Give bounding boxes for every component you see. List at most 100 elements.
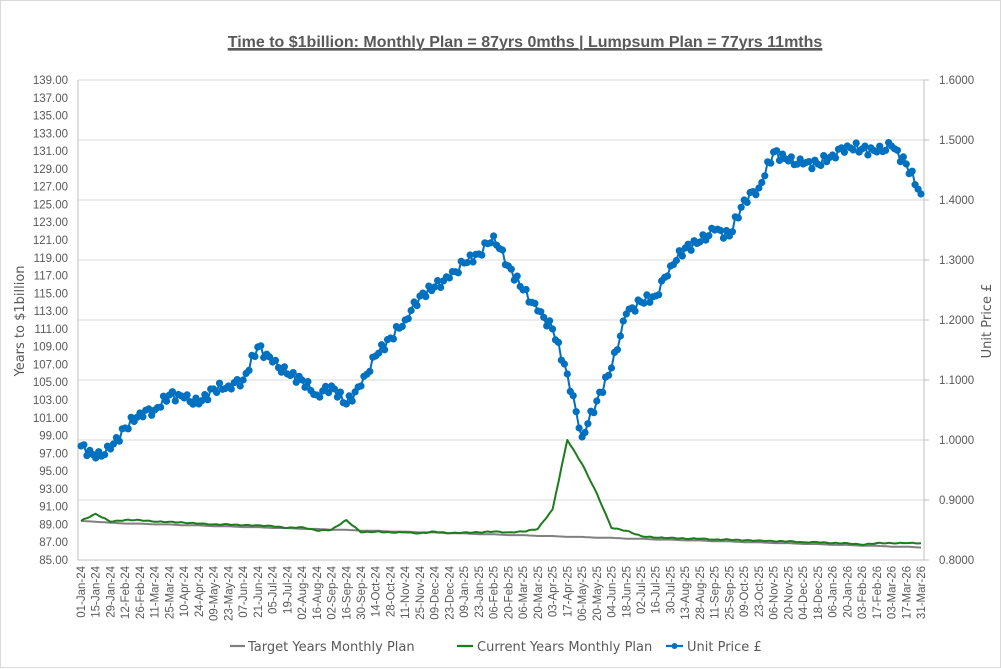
y-tick-label: 107.00 — [33, 359, 68, 371]
x-tick-label: 23-May-24 — [223, 565, 235, 621]
y-tick-label: 101.00 — [33, 413, 68, 425]
data-point — [590, 409, 598, 417]
data-point — [348, 397, 356, 405]
series-line — [80, 439, 922, 546]
y-tick-label: 137.00 — [33, 93, 68, 105]
data-point — [192, 394, 200, 402]
data-point — [572, 408, 580, 416]
data-point — [643, 291, 651, 299]
data-point — [737, 203, 745, 211]
data-point — [584, 420, 592, 428]
data-point — [672, 256, 681, 265]
x-tick-label: 07-Jun-24 — [238, 565, 250, 617]
legend-label-unit-price: Unit Price £ — [687, 640, 762, 655]
data-point — [767, 159, 775, 167]
x-tick-label: 25-Mar-24 — [164, 565, 176, 619]
x-tick-label: 26-Feb-24 — [135, 565, 147, 619]
chart-title: Time to $1billion: Monthly Plan = 87yrs … — [228, 34, 823, 51]
data-point — [304, 378, 312, 386]
data-point — [675, 247, 683, 255]
y-tick-label: 133.00 — [33, 128, 68, 140]
y-tick-label: 109.00 — [33, 342, 68, 354]
data-point — [575, 424, 583, 432]
y-tick-label: 131.00 — [33, 146, 68, 158]
data-point — [183, 391, 191, 399]
legend-item-target[interactable]: Target Years Monthly Plan — [230, 640, 415, 655]
data-point — [876, 142, 884, 150]
x-tick-label: 04-Dec-25 — [798, 566, 810, 620]
data-point — [678, 252, 686, 260]
data-point — [852, 139, 860, 147]
legend-item-current[interactable]: Current Years Monthly Plan — [457, 640, 652, 655]
x-tick-label: 03-Feb-26 — [857, 566, 869, 619]
data-point — [696, 238, 704, 246]
data-point — [563, 370, 571, 378]
x-tick-label: 25-Sep-25 — [724, 566, 736, 620]
data-point — [298, 376, 306, 384]
x-tick-label: 06-May-25 — [577, 566, 589, 621]
data-point — [719, 234, 728, 242]
data-point — [233, 376, 241, 384]
y-tick-label: 135.00 — [33, 111, 68, 123]
legend-item-unit-price[interactable]: Unit Price £ — [666, 640, 762, 655]
data-point — [705, 232, 713, 240]
data-point — [631, 307, 639, 315]
y2-tick-label: 1.3000 — [939, 255, 974, 267]
data-point — [752, 191, 760, 199]
data-point — [549, 325, 557, 333]
data-point — [325, 389, 333, 397]
legend-label-current: Current Years Monthly Plan — [477, 640, 652, 655]
y-tick-label: 121.00 — [33, 235, 68, 247]
data-point — [817, 161, 825, 170]
data-point — [490, 232, 498, 240]
data-point — [717, 226, 725, 235]
y-tick-label: 115.00 — [34, 288, 68, 300]
data-point — [560, 360, 569, 368]
y-tick-label: 111.00 — [35, 324, 68, 336]
data-point — [478, 251, 486, 259]
y-axis-right-title: Unit Price £ — [980, 284, 995, 359]
data-point — [902, 160, 910, 168]
x-tick-label: 02-Aug-24 — [297, 565, 309, 619]
data-point — [322, 382, 330, 390]
series-unit-price — [77, 139, 925, 462]
x-tick-label: 21-Jun-24 — [253, 565, 265, 617]
y-tick-label: 85.00 — [39, 555, 68, 567]
y-axis-left-title: Years to $1billion — [13, 265, 28, 377]
y-tick-label: 125.00 — [33, 199, 68, 211]
data-point — [537, 308, 545, 316]
x-tick-label: 16-Sep-24 — [341, 565, 353, 619]
data-point — [404, 315, 412, 323]
data-point — [198, 397, 206, 405]
data-point — [761, 172, 769, 180]
data-point — [663, 272, 672, 280]
data-point — [375, 349, 383, 357]
x-tick-label: 24-Apr-24 — [194, 565, 206, 617]
data-point — [271, 356, 280, 364]
data-point — [605, 371, 613, 379]
x-tick-label: 06-Feb-25 — [489, 566, 501, 619]
x-tick-label: 23-Oct-25 — [754, 566, 766, 617]
data-point — [413, 302, 421, 310]
data-point — [422, 293, 430, 301]
data-point — [613, 346, 622, 354]
x-tick-label: 11-Mar-24 — [150, 565, 162, 618]
data-point — [640, 299, 648, 307]
x-tick-label: 10-Apr-24 — [179, 565, 191, 617]
data-point — [398, 322, 406, 330]
data-point — [616, 332, 625, 340]
x-tick-label: 12-Feb-24 — [120, 565, 132, 619]
data-point — [139, 413, 147, 421]
y-tick-label: 119.00 — [34, 253, 68, 265]
data-point — [487, 239, 495, 247]
x-tick-label: 23-Dec-24 — [444, 565, 456, 619]
data-point — [734, 214, 742, 222]
y-tick-label: 105.00 — [33, 377, 68, 389]
data-point — [546, 317, 554, 325]
y2-tick-label: 1.2000 — [939, 315, 974, 327]
data-point — [808, 165, 816, 173]
data-point — [831, 154, 840, 162]
data-point — [434, 277, 442, 285]
